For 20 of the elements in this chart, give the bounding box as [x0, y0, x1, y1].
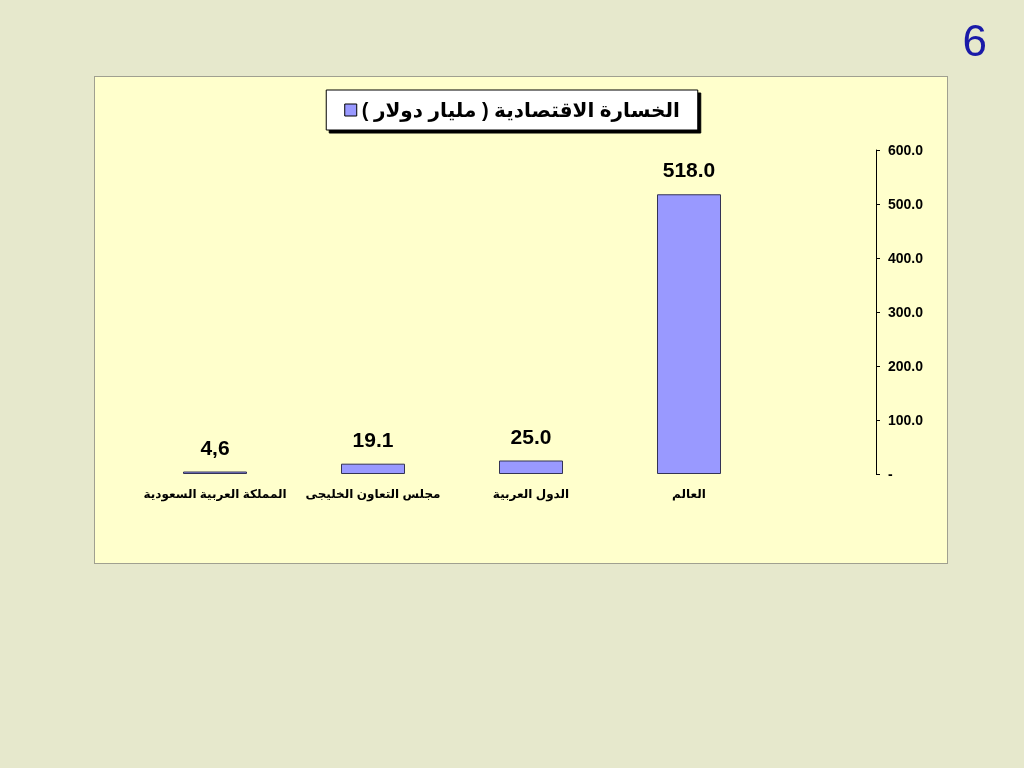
text: 6 [962, 15, 988, 65]
data-label: 518.0 [662, 158, 716, 182]
y-tick-label: 500.0 [888, 196, 924, 212]
data-label: 4,6 [200, 435, 230, 459]
y-tick-label: 600.0 [888, 142, 924, 158]
y-tick-label: 100.0 [888, 412, 924, 428]
y-tick-label: 200.0 [888, 358, 924, 374]
y-tick-label: 400.0 [888, 250, 924, 266]
x-tick-label: الدول العربية [492, 487, 570, 502]
y-tick-label: - [888, 466, 893, 482]
bar [657, 194, 721, 474]
x-tick-label: العالم [672, 487, 706, 501]
y-tick-label: 300.0 [888, 304, 924, 320]
bar [499, 460, 563, 474]
data-label: 19.1 [352, 427, 394, 451]
data-label: 25.0 [510, 424, 552, 448]
x-tick-label: المملكة العربية السعودية [143, 487, 287, 502]
x-tick-label: مجلس التعاون الخليجى [305, 487, 441, 502]
bar [341, 463, 405, 474]
legend-label: الخسارة الاقتصادية ( مليار دولار ) [361, 99, 680, 122]
